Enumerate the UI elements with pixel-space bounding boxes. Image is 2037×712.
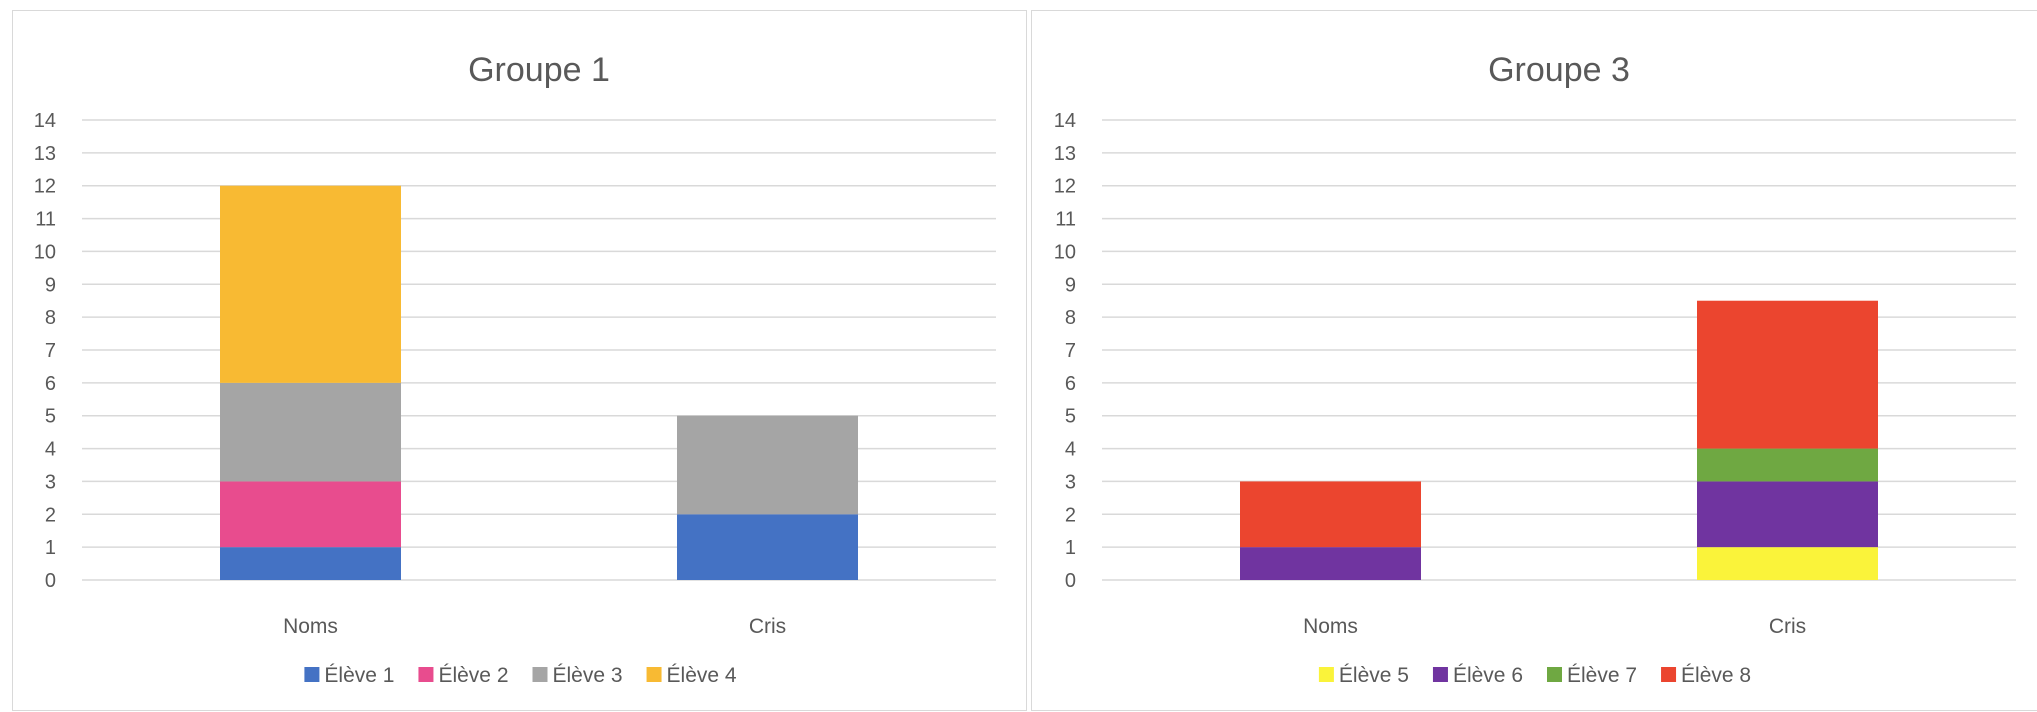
y-tick-label: 14 [34,110,56,132]
legend-swatch [418,667,434,682]
chart-panel-groupe-3: Groupe 3 0 1 2 3 4 5 6 7 8 9 10 11 12 13 14 Noms Cris Élèv… [1031,10,2037,711]
x-category-label: Noms [1303,615,1358,638]
y-tick-label: 13 [1054,143,1076,165]
bar-segment [220,382,401,482]
y-tick-label: 11 [1055,209,1076,231]
bar-segment [220,481,401,548]
bar-segment [1697,547,1878,580]
legend: Élève 5 Élève 6 Élève 7 Élève 8 [1318,664,1751,687]
y-tick-label: 8 [45,307,56,329]
bar-segment [1697,300,1878,449]
legend-swatch [1547,667,1562,682]
legend-swatch [304,667,320,682]
bar-segment [1240,481,1421,548]
y-tick-label: 6 [45,373,56,395]
y-tick-label: 1 [1065,537,1076,559]
legend-label: Élève 7 [1567,664,1637,687]
legend-label: Élève 8 [1681,664,1751,687]
bar-segment [677,415,858,515]
y-tick-label: 8 [1065,307,1076,329]
y-tick-label: 2 [1065,504,1076,526]
y-tick-label: 5 [45,406,56,428]
y-tick-label: 6 [1065,373,1076,395]
legend-label: Élève 2 [438,664,508,687]
y-tick-label: 7 [1065,340,1076,362]
chart-title: Groupe 3 [1488,51,1630,89]
legend-label: Élève 1 [324,664,394,687]
x-category-label: Cris [749,615,786,638]
legend-swatch [1661,667,1677,682]
bar-segment [677,514,858,580]
y-tick-label: 3 [45,471,56,493]
legend-swatch [646,667,662,682]
legend: Élève 1 Élève 2 Élève 3 Élève 4 [304,664,737,687]
y-tick-label: 3 [1065,471,1076,493]
y-tick-label: 5 [1065,406,1076,428]
legend-label: Élève 3 [553,664,623,687]
chart-panel-groupe-1: Groupe 1 0 1 2 3 4 5 6 7 8 9 10 11 12 13 14 Noms Cris Élèv… [12,10,1027,711]
y-tick-label: 10 [1054,241,1076,263]
y-tick-label: 14 [1054,110,1076,132]
y-tick-label: 12 [1054,176,1076,198]
bar-segment [1697,448,1878,482]
y-tick-label: 0 [45,570,56,592]
chart-title: Groupe 1 [468,51,610,89]
y-tick-label: 10 [34,241,56,263]
x-category-label: Noms [283,615,338,638]
bar-segment [220,547,401,580]
legend-label: Élève 6 [1453,664,1523,687]
bar-segment [1697,481,1878,548]
y-tick-label: 1 [45,537,56,559]
legend-label: Élève 4 [667,664,737,687]
x-category-label: Cris [1769,615,1806,638]
y-tick-label: 0 [1065,570,1076,592]
y-tick-label: 7 [45,340,56,362]
bar-segment [220,185,401,383]
y-tick-label: 13 [34,143,56,165]
legend-swatch [1318,667,1334,682]
y-tick-label: 11 [35,209,56,231]
y-tick-label: 4 [45,439,56,461]
legend-swatch [532,667,548,682]
legend-label: Élève 5 [1339,664,1409,687]
y-tick-label: 9 [45,274,56,296]
y-tick-label: 9 [1065,274,1076,296]
legend-swatch [1432,667,1448,682]
y-tick-label: 12 [34,176,56,198]
bar-segment [1240,547,1421,580]
y-tick-label: 4 [1065,439,1076,461]
y-tick-label: 2 [45,504,56,526]
